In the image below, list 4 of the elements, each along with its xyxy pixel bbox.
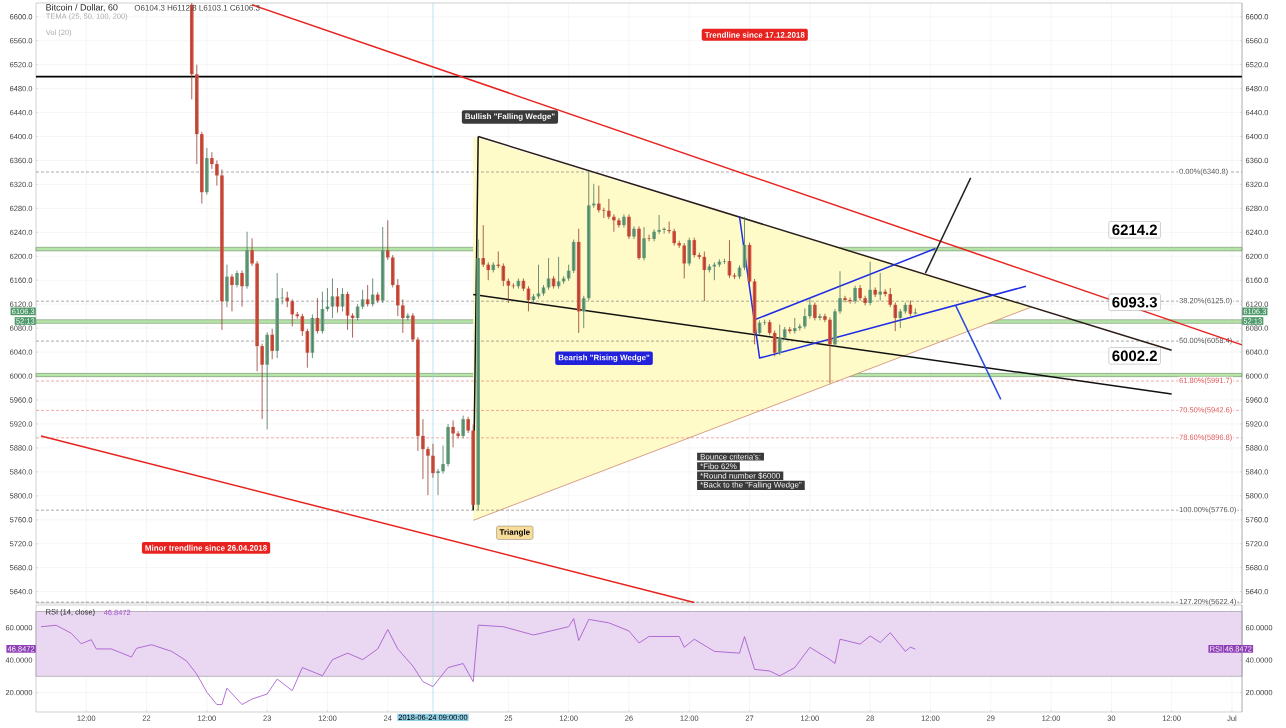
band-label: 6214.2 xyxy=(1112,224,1157,236)
band-label: 6002.2 xyxy=(1112,350,1157,362)
chart-title: Bitcoin / Dollar, 60 xyxy=(46,3,118,12)
band-label: 6093.3 xyxy=(1112,296,1157,308)
